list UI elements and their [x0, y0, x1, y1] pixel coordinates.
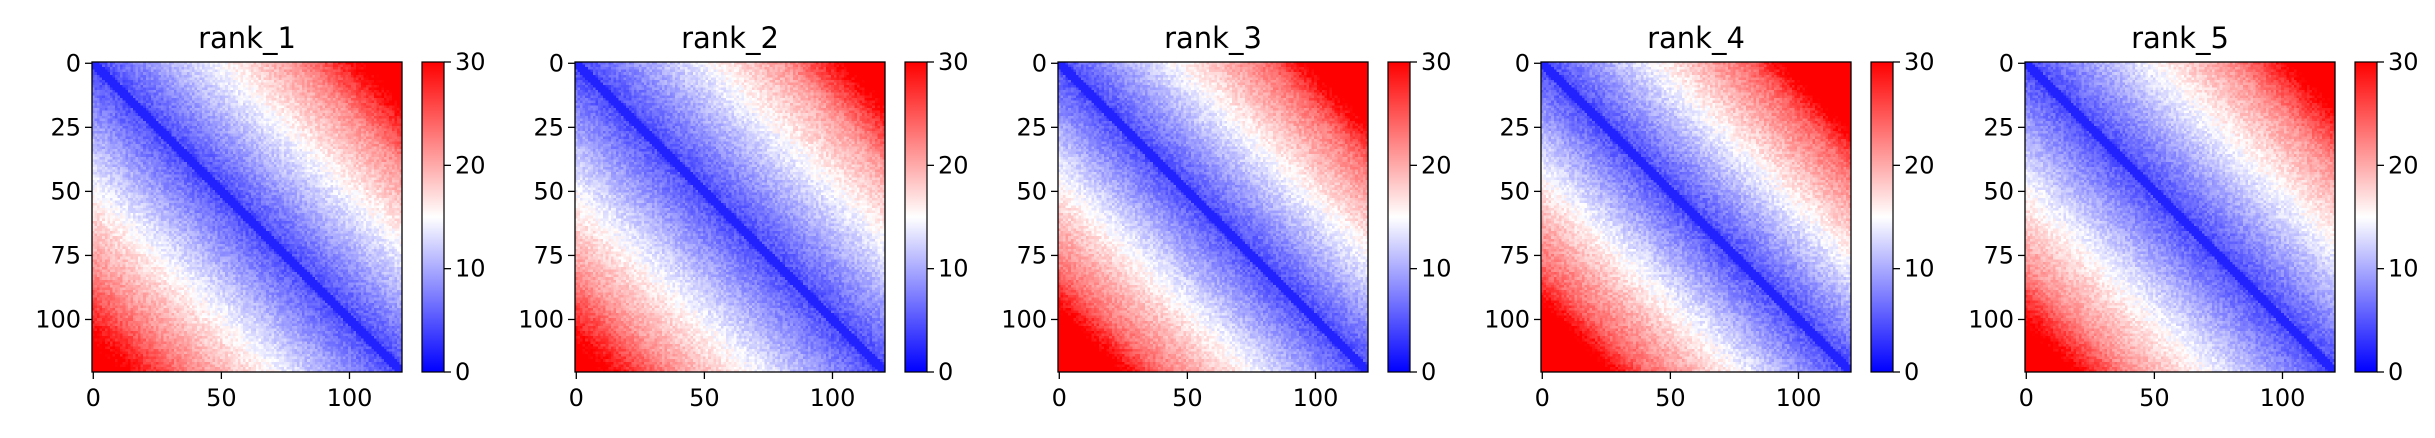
colorbar: [2354, 61, 2378, 373]
colorbar-tick-label: 10: [1904, 255, 1935, 283]
colorbar-tick-label: 20: [938, 151, 969, 179]
colorbar-tick-label: 0: [938, 358, 953, 386]
colorbar: [1870, 61, 1894, 373]
colorbar-tick-label: 10: [2388, 255, 2419, 283]
x-tick-label: 50: [206, 384, 237, 412]
chart-title: rank_5: [2131, 21, 2229, 55]
y-tick-label: 75: [533, 241, 564, 269]
colorbar-tick-label: 0: [1421, 358, 1436, 386]
y-tick-label: 0: [1032, 49, 1047, 77]
y-tick-label: 75: [50, 241, 81, 269]
x-tick-label: 100: [327, 384, 373, 412]
colorbar-tick-label: 20: [455, 151, 486, 179]
x-tick-label: 100: [2260, 384, 2306, 412]
colorbar: [904, 61, 928, 373]
y-tick-label: 25: [1499, 113, 1530, 141]
y-tick-label: 50: [50, 177, 81, 205]
y-tick-label: 100: [1001, 305, 1047, 333]
colorbar-tick-label: 0: [2388, 358, 2403, 386]
y-tick-label: 50: [1499, 177, 1530, 205]
heatmap-image: [1058, 62, 1368, 372]
chart-title: rank_2: [681, 21, 779, 55]
heatmap-image: [2025, 62, 2335, 372]
y-tick-label: 50: [533, 177, 564, 205]
colorbar-tick-label: 30: [455, 48, 486, 76]
y-tick-label: 75: [1983, 241, 2014, 269]
x-tick-label: 100: [810, 384, 856, 412]
colorbar-tick-label: 10: [938, 255, 969, 283]
heatmap-image: [1541, 62, 1851, 372]
x-tick-label: 50: [689, 384, 720, 412]
colorbar: [421, 61, 445, 373]
panel-rank_5: rank_5 0 25 50 75 100 0 50 100 0 10 20 30: [1968, 21, 2418, 412]
colorbar-tick-label: 30: [2388, 48, 2419, 76]
colorbar-tick-label: 30: [1904, 48, 1935, 76]
x-tick-label: 0: [86, 384, 101, 412]
y-tick-label: 75: [1016, 241, 1047, 269]
colorbar-tick-label: 30: [938, 48, 969, 76]
axes-frame: [574, 61, 886, 373]
y-tick-label: 25: [50, 113, 81, 141]
x-tick-label: 50: [1172, 384, 1203, 412]
colorbar-tick-label: 10: [1421, 255, 1452, 283]
x-tick-label: 50: [1655, 384, 1686, 412]
y-tick-label: 50: [1016, 177, 1047, 205]
colorbar-tick-label: 0: [1904, 358, 1919, 386]
colorbar-tick-label: 20: [1421, 151, 1452, 179]
chart-title: rank_1: [198, 21, 296, 55]
y-tick-label: 100: [518, 305, 564, 333]
colorbar-tick-label: 30: [1421, 48, 1452, 76]
panel-rank_4: rank_4 0 25 50 75 100 0 50 100 0 10 20 30: [1484, 21, 1934, 412]
heatmap-image: [575, 62, 885, 372]
y-tick-label: 25: [533, 113, 564, 141]
colorbar-tick-label: 0: [455, 358, 470, 386]
colorbar: [1387, 61, 1411, 373]
y-tick-label: 100: [1968, 305, 2014, 333]
y-tick-label: 25: [1983, 113, 2014, 141]
colorbar-tick-label: 10: [455, 255, 486, 283]
y-tick-label: 100: [1484, 305, 1530, 333]
x-tick-label: 100: [1776, 384, 1822, 412]
y-tick-label: 50: [1983, 177, 2014, 205]
y-tick-label: 0: [549, 49, 564, 77]
x-tick-label: 100: [1293, 384, 1339, 412]
panel-rank_2: rank_2 0 25 50 75 100 0 50 100 0 10 20 30: [518, 21, 968, 412]
colorbar-tick-label: 20: [1904, 151, 1935, 179]
x-tick-label: 0: [1535, 384, 1550, 412]
axes-frame: [91, 61, 403, 373]
panel-rank_3: rank_3 0 25 50 75 100 0 50 100 0 10 20 30: [1001, 21, 1451, 412]
axes-frame: [1540, 61, 1852, 373]
axes-frame: [2024, 61, 2336, 373]
axes-frame: [1057, 61, 1369, 373]
x-tick-label: 0: [1052, 384, 1067, 412]
y-tick-label: 25: [1016, 113, 1047, 141]
heatmap-image: [92, 62, 402, 372]
y-tick-label: 0: [66, 49, 81, 77]
y-tick-label: 0: [1515, 49, 1530, 77]
colorbar-tick-label: 20: [2388, 151, 2419, 179]
chart-title: rank_4: [1647, 21, 1745, 55]
y-tick-label: 75: [1499, 241, 1530, 269]
y-tick-label: 0: [1999, 49, 2014, 77]
panel-rank_1: rank_1 0 25 50 75 100 0 50 100 0 10 20 30: [35, 21, 485, 412]
x-tick-label: 0: [2019, 384, 2034, 412]
x-tick-label: 50: [2139, 384, 2170, 412]
y-tick-label: 100: [35, 305, 81, 333]
x-tick-label: 0: [569, 384, 584, 412]
chart-title: rank_3: [1164, 21, 1262, 55]
